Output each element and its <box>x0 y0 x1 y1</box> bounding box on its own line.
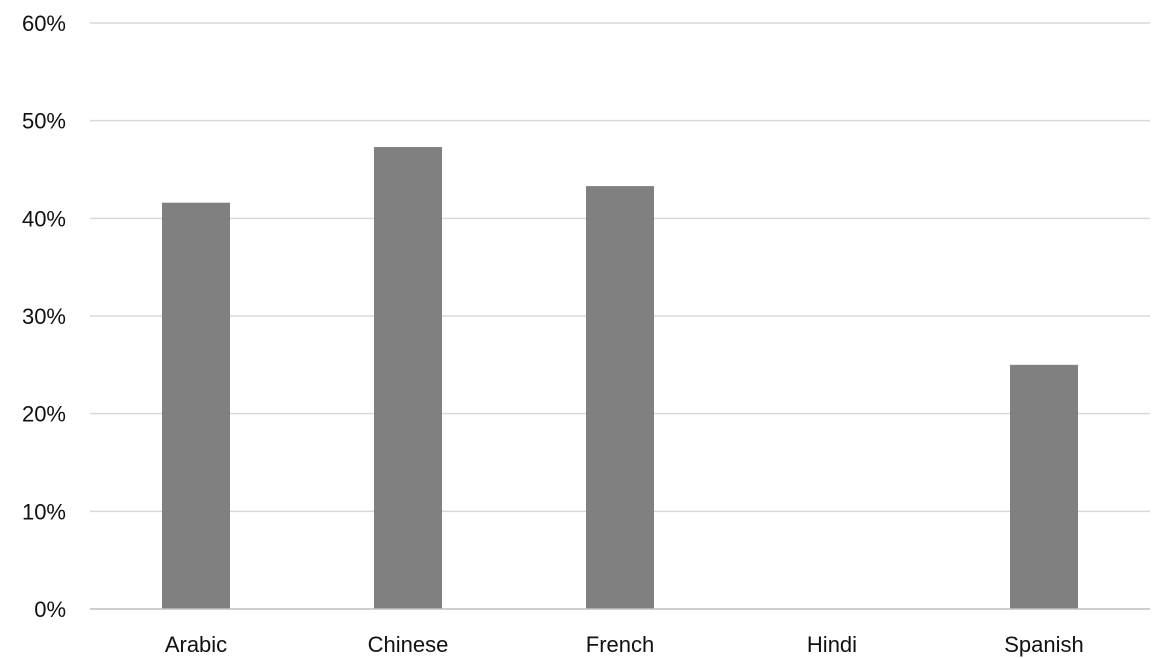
bar-arabic <box>162 202 230 609</box>
y-tick-label: 50% <box>22 109 66 134</box>
y-tick-label: 60% <box>22 11 66 36</box>
y-tick-label: 20% <box>22 402 66 427</box>
bars <box>162 147 1078 609</box>
x-tick-label-arabic: Arabic <box>165 632 227 657</box>
bar-spanish <box>1010 364 1078 609</box>
x-tick-label-hindi: Hindi <box>807 632 857 657</box>
y-tick-label: 30% <box>22 304 66 329</box>
y-tick-label: 40% <box>22 206 66 231</box>
x-tick-label-french: French <box>586 632 654 657</box>
y-tick-label: 0% <box>34 597 66 622</box>
x-tick-label-chinese: Chinese <box>368 632 449 657</box>
x-axis-category-labels: Arabic Chinese French Hindi Spanish <box>165 632 1084 657</box>
bar-chinese <box>374 147 442 609</box>
x-tick-label-spanish: Spanish <box>1004 632 1084 657</box>
bar-french <box>586 186 654 609</box>
y-axis-tick-labels: 0% 10% 20% 30% 40% 50% 60% <box>22 11 66 622</box>
y-tick-label: 10% <box>22 499 66 524</box>
